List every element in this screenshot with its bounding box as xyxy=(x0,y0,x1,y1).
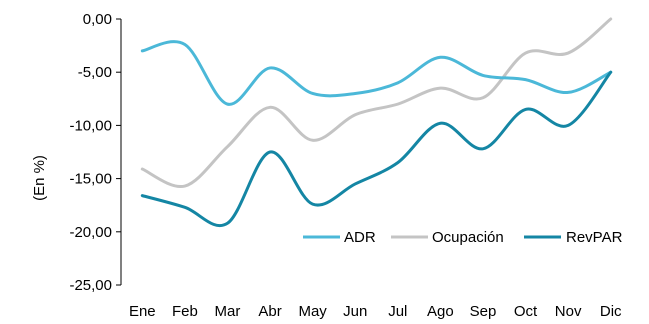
x-tick-label: Nov xyxy=(555,303,582,320)
x-tick-label: Jun xyxy=(343,303,367,320)
y-tick-label: -5,00 xyxy=(78,64,112,81)
x-tick-label: Feb xyxy=(172,303,198,320)
x-tick-label: Mar xyxy=(215,303,241,320)
x-tick-label: Oct xyxy=(514,303,538,320)
series-line-ocupacion xyxy=(140,17,613,188)
chart-legend: ADR Ocupación RevPAR xyxy=(303,229,623,246)
y-tick-label: -15,00 xyxy=(69,171,112,188)
x-tick-label: Jul xyxy=(388,303,407,320)
x-tick-label: Sep xyxy=(470,303,497,320)
x-tick-label: Abr xyxy=(258,303,281,320)
series-lines xyxy=(140,17,613,227)
legend-label: Ocupación xyxy=(432,229,504,246)
x-tick-label: May xyxy=(298,303,327,320)
y-tick-label: 0,00 xyxy=(83,11,112,28)
y-tick-label: -25,00 xyxy=(69,277,112,294)
y-tick-label: -10,00 xyxy=(69,117,112,134)
legend-label: RevPAR xyxy=(566,229,623,246)
x-tick-label: Ene xyxy=(129,303,156,320)
x-tick-label: Dic xyxy=(600,303,622,320)
y-axis-label: (En %) xyxy=(31,155,48,201)
legend-label: ADR xyxy=(344,229,376,246)
x-tick-label: Ago xyxy=(427,303,454,320)
y-tick-label: -20,00 xyxy=(69,224,112,241)
series-line-adr xyxy=(140,40,613,106)
x-axis-ticks: Ene Feb Mar Abr May Jun Jul Ago Sep Oct Nov Dic xyxy=(129,303,622,320)
series-line-revpar xyxy=(140,70,613,227)
y-axis-ticks: 0,00 -5,00 -10,00 -15,00 -20,00 -25,00 xyxy=(69,11,121,294)
